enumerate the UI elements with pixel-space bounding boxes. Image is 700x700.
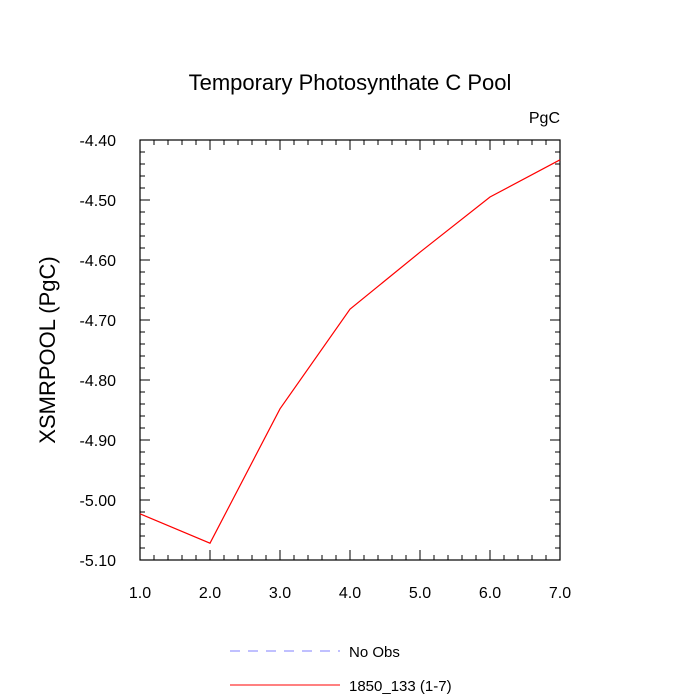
- x-tick-label: 5.0: [409, 585, 431, 602]
- units-label: PgC: [529, 110, 560, 127]
- plot-frame: [139, 139, 561, 561]
- y-tick-label: -4.90: [80, 433, 117, 450]
- y-tick-label: -4.70: [80, 313, 117, 330]
- legend: No Obs 1850_133 (1-7): [230, 644, 452, 695]
- y-axis-label: XSMRPOOL (PgC): [35, 256, 60, 443]
- plot-area: 1.0 2.0 3.0 4.0 5.0 6.0 7.0 -4.40 -4.50 -4.60 -4.7…: [80, 133, 572, 602]
- x-tick-label: 7.0: [549, 585, 571, 602]
- y-tick-label: -5.10: [80, 553, 117, 570]
- y-tick-label: -4.60: [80, 253, 117, 270]
- x-tick-label: 2.0: [199, 585, 221, 602]
- x-tick-label: 4.0: [339, 585, 361, 602]
- series-line: [139, 159, 561, 544]
- x-tick-label: 6.0: [479, 585, 501, 602]
- legend-label: No Obs: [349, 644, 400, 661]
- y-tick-label: -4.80: [80, 373, 117, 390]
- y-tick-label: -4.40: [80, 133, 117, 150]
- legend-label: 1850_133 (1-7): [349, 678, 452, 695]
- x-tick-label: 3.0: [269, 585, 291, 602]
- chart-title: Temporary Photosynthate C Pool: [189, 70, 512, 95]
- x-tick-label: 1.0: [129, 585, 151, 602]
- y-tick-label: -5.00: [80, 493, 117, 510]
- y-tick-label: -4.50: [80, 193, 117, 210]
